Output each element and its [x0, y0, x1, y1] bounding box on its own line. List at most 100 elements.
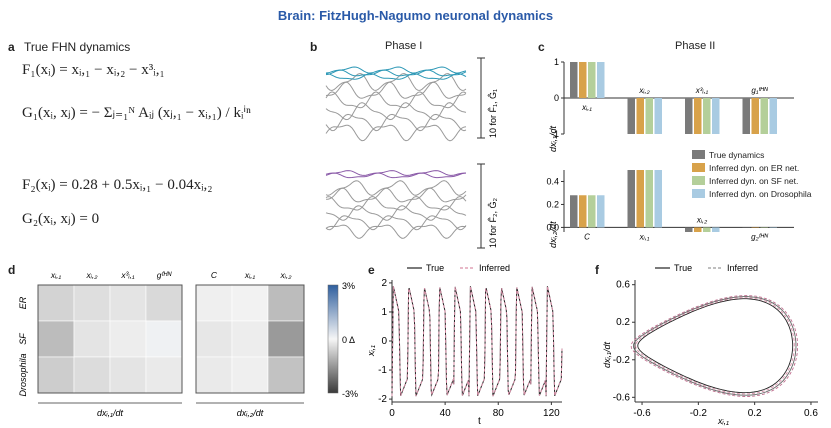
heatmap-group-label-2: dxᵢ,₂/dt — [237, 408, 264, 418]
phase-portrait-loop — [635, 297, 795, 395]
heatmap-cell — [73, 320, 111, 358]
heatmap-column-label: C — [211, 270, 218, 280]
equation-g1: G₁(xᵢ, xⱼ) = − Σⱼ₌₁ᴺ Aᵢⱼ (xⱼ,₁ − xᵢ,₁) /… — [22, 105, 251, 121]
bar — [685, 227, 693, 232]
heatmap-cell — [145, 284, 183, 322]
heatmap-cell — [267, 356, 305, 394]
phase-one-trace — [325, 113, 467, 132]
phase-portrait-x-tick-label: -0.2 — [690, 408, 708, 419]
time-series-y-tick-label: 0 — [381, 336, 387, 347]
equation-g2: G₂(xᵢ, xⱼ) = 0 — [22, 211, 100, 227]
phase-portrait-y-tick-label: -0.6 — [613, 392, 631, 403]
bar — [597, 195, 605, 228]
bar-category-label: g₁ᶠᴴᴺ — [751, 86, 768, 95]
heatmap-row-label: SF — [18, 333, 28, 345]
legend-inferred-label: Inferred — [479, 263, 510, 273]
bar — [760, 98, 768, 134]
heatmap-group-label-1: dxᵢ,₁/dt — [97, 408, 123, 418]
bar — [703, 227, 711, 232]
bar — [627, 170, 635, 228]
time-series-x-tick-label: 40 — [440, 408, 452, 419]
legend-label-drosophila: Inferred dyn. on Drosophila — [709, 188, 812, 199]
bar — [570, 195, 578, 228]
legend-item-true: True dynamics — [692, 148, 812, 161]
equation-f1: F₁(xᵢ) = xᵢ,₁ − xᵢ,₂ − x³ᵢ,₁ — [22, 62, 165, 78]
phase-two-bottom-chart: 0.4 0.2 0.0 C xᵢ,₁ xᵢ,₂ g₂ᶠᴴᴺ — [546, 170, 794, 241]
phase-portrait-x-tick-label: 0.2 — [748, 408, 762, 419]
bar-chart-tick-label: 0.2 — [546, 199, 559, 209]
bar — [685, 98, 693, 134]
phase-one-trace — [325, 91, 467, 109]
phase-portrait-loops — [630, 295, 799, 397]
legend-item-er: Inferred dyn. on ER net. — [692, 161, 812, 174]
phase-portrait-x-tick-label: 0.6 — [804, 408, 818, 419]
phase-portrait-xlabel: xᵢ,₁ — [717, 416, 729, 426]
phase-one-trace — [325, 224, 467, 239]
heatmap-cell — [109, 320, 147, 358]
time-series-y-tick-label: -2 — [378, 394, 387, 405]
heatmap-frame-1 — [37, 284, 183, 394]
heatmap-row-label: Drosophila — [18, 353, 28, 396]
phase-portrait-y-tick-label: 0.2 — [616, 317, 630, 328]
bar — [769, 98, 777, 134]
phase-two-bottom-ylabel: dxᵢ,₂/dt — [548, 221, 558, 248]
panel-b-label: b — [310, 40, 318, 54]
time-series-y-tick-label: 2 — [381, 278, 387, 289]
bar-chart-tick-label: 0.0 — [546, 222, 559, 232]
time-series-ticks: 210-1-20 40 80 120 — [378, 278, 562, 419]
phase-portrait-plot: True Inferred dxᵢ,₁/dt xᵢ,₁ 0.6 0.2 -0.2 -0… — [602, 263, 818, 426]
phase-two-top-ylabel: dxᵢ,₁/dt — [548, 126, 558, 152]
time-series-x-tick-label: 120 — [543, 408, 560, 419]
heatmap-column-label: gᶠᴴᴺ — [157, 270, 173, 280]
bar — [645, 170, 653, 228]
equation-f2: F₂(xᵢ) = 0.28 + 0.5xᵢ,₁ − 0.04xᵢ,₂ — [22, 177, 213, 193]
phase-one-traces: 10 for F̂₁, Ĝ₁ 10 for F̂₂, Ĝ₂ — [325, 57, 498, 249]
bar — [579, 195, 587, 228]
bar — [654, 170, 662, 228]
bar — [636, 170, 644, 228]
phase-one-trace — [325, 170, 467, 176]
bar — [703, 98, 711, 134]
colorbar — [327, 284, 339, 394]
bar — [694, 227, 702, 232]
phase-one-trace — [325, 72, 467, 80]
phase-portrait-loop — [630, 295, 799, 397]
phase-portrait-x-tick-label: -0.6 — [633, 408, 651, 419]
bar — [636, 98, 644, 134]
legend-inferred-label: Inferred — [727, 263, 758, 273]
panel-e-label: e — [368, 263, 375, 277]
phase-one-gray-traces-bottom — [325, 180, 467, 239]
colorbar-tick-label: 3% — [342, 281, 355, 291]
bar — [654, 98, 662, 134]
heatmap-cell — [231, 320, 269, 358]
time-series-x-tick-label: 0 — [389, 408, 395, 419]
time-series-y-tick-label: 1 — [381, 307, 387, 318]
scale-bar-2-label: 10 for F̂₂, Ĝ₂ — [488, 197, 498, 248]
heatmap-cell — [37, 284, 75, 322]
legend-label-er: Inferred dyn. on ER net. — [709, 162, 800, 173]
time-series-plot: True Inferred xᵢ,₁ t 210-1-20 40 80 120 — [366, 263, 563, 427]
heatmap-cell — [37, 356, 75, 394]
panel-f-label: f — [595, 263, 599, 277]
bar-chart-tick-label: 0.4 — [546, 176, 559, 186]
panel-c-title: Phase II — [675, 40, 716, 52]
phase-portrait-loop — [637, 298, 794, 394]
bar-category-label: xᵢ,₁ — [581, 103, 592, 112]
heatmap-column-label: xᵢ,₁ — [50, 270, 62, 280]
time-series-xlabel: t — [478, 416, 481, 427]
phase-one-purple-traces — [325, 170, 467, 179]
bar — [751, 98, 759, 134]
bar — [769, 227, 777, 228]
bar — [742, 98, 750, 134]
heatmap-cell — [231, 284, 269, 322]
bar-category-label: g₂ᶠᴴᴺ — [751, 232, 769, 241]
panel-a-label: a — [8, 40, 15, 54]
legend-true-label: True — [426, 263, 444, 273]
bar — [645, 98, 653, 134]
bar — [751, 227, 759, 228]
legend-item-drosophila: Inferred dyn. on Drosophila — [692, 187, 812, 200]
time-series-true-line — [391, 286, 563, 397]
panel-d-label: d — [8, 263, 16, 277]
phase-portrait-loop — [632, 296, 797, 396]
